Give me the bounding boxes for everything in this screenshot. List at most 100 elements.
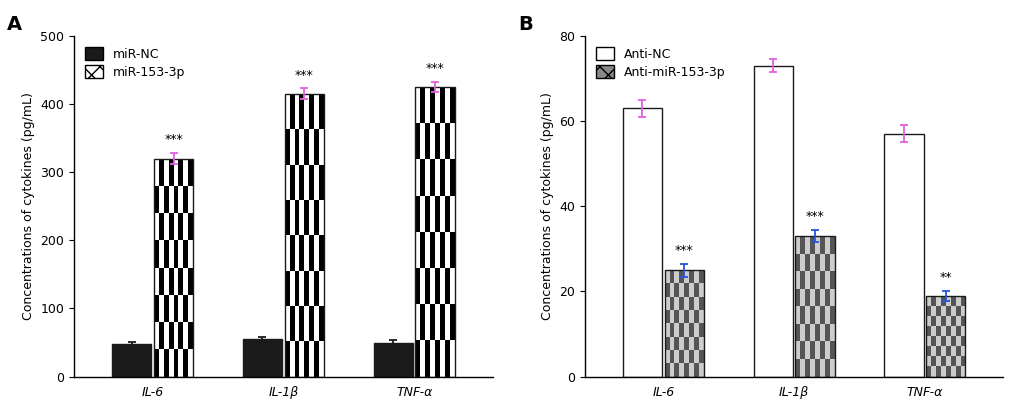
Bar — [689, 283, 693, 297]
Bar — [824, 342, 828, 359]
Legend: Anti-NC, Anti-miR-153-3p: Anti-NC, Anti-miR-153-3p — [591, 42, 730, 84]
Bar — [319, 94, 324, 129]
Bar — [674, 363, 679, 376]
Bar — [183, 240, 189, 267]
Bar — [164, 240, 168, 267]
Bar — [304, 129, 309, 164]
Bar — [925, 336, 930, 346]
Bar — [828, 306, 834, 324]
Bar — [294, 129, 300, 164]
Bar — [289, 200, 294, 235]
Bar — [425, 268, 430, 304]
Bar — [439, 123, 444, 159]
Bar — [828, 342, 834, 359]
Bar — [668, 363, 674, 376]
Bar — [183, 322, 189, 349]
Bar — [814, 342, 819, 359]
Bar — [435, 304, 439, 340]
Bar — [289, 306, 294, 341]
Bar — [314, 235, 319, 270]
Bar — [804, 359, 809, 376]
Bar — [698, 337, 703, 350]
Bar — [819, 254, 824, 271]
Bar — [435, 159, 439, 196]
Bar — [415, 196, 420, 232]
Bar — [439, 232, 444, 268]
Bar — [684, 323, 689, 337]
Bar — [960, 326, 964, 336]
Bar — [444, 123, 449, 159]
Bar — [819, 342, 824, 359]
Bar — [300, 200, 304, 235]
Bar — [828, 289, 834, 306]
Bar — [668, 283, 674, 297]
Bar — [189, 186, 193, 213]
Bar — [960, 296, 964, 306]
Bar — [178, 295, 183, 322]
Bar — [925, 296, 930, 306]
Bar — [300, 129, 304, 164]
Bar — [168, 213, 173, 240]
Bar — [930, 316, 935, 326]
Bar — [164, 322, 168, 349]
Bar — [664, 350, 668, 363]
Bar — [415, 340, 420, 376]
Bar — [309, 164, 314, 200]
Bar — [940, 326, 945, 336]
Bar — [178, 240, 183, 267]
Bar — [950, 346, 955, 357]
Bar — [425, 123, 430, 159]
Bar — [415, 87, 420, 123]
Bar — [415, 232, 420, 268]
Bar — [289, 235, 294, 270]
Bar — [178, 267, 183, 295]
Bar — [449, 159, 454, 196]
Bar — [304, 341, 309, 376]
Bar — [693, 310, 698, 323]
Bar — [319, 306, 324, 341]
Bar — [294, 235, 300, 270]
Text: A: A — [7, 15, 22, 35]
Bar — [178, 213, 183, 240]
Bar — [809, 254, 814, 271]
Bar — [809, 236, 814, 254]
Bar — [945, 296, 950, 306]
Bar — [183, 349, 189, 376]
Bar — [154, 267, 159, 295]
Bar — [415, 123, 420, 159]
Bar — [439, 196, 444, 232]
Bar — [444, 304, 449, 340]
Bar — [439, 87, 444, 123]
Bar — [668, 297, 674, 310]
Bar — [824, 306, 828, 324]
Bar — [300, 164, 304, 200]
Bar — [804, 342, 809, 359]
Bar — [284, 270, 289, 306]
Bar — [950, 357, 955, 366]
Bar — [173, 267, 178, 295]
Bar — [664, 297, 668, 310]
Bar — [300, 94, 304, 129]
Bar — [289, 164, 294, 200]
Bar — [183, 295, 189, 322]
Bar — [173, 158, 178, 186]
Bar — [154, 158, 193, 376]
Bar — [435, 87, 439, 123]
Bar — [159, 295, 164, 322]
Bar — [168, 158, 173, 186]
Bar — [304, 270, 309, 306]
Bar — [945, 357, 950, 366]
Bar — [664, 310, 668, 323]
Bar — [284, 200, 289, 235]
Bar — [960, 366, 964, 376]
Bar — [420, 159, 425, 196]
Bar — [940, 316, 945, 326]
Bar — [284, 164, 289, 200]
Bar — [693, 297, 698, 310]
Bar — [420, 304, 425, 340]
Bar — [668, 310, 674, 323]
Bar — [960, 336, 964, 346]
Bar — [804, 254, 809, 271]
Bar — [664, 337, 668, 350]
Bar — [804, 324, 809, 342]
